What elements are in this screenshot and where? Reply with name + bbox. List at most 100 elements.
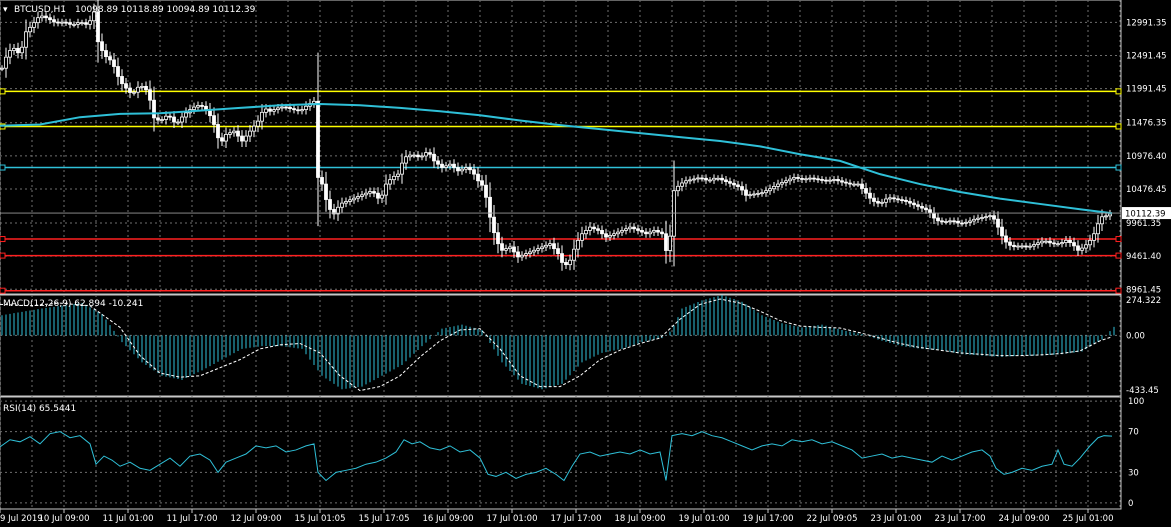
x-tick-label: 25 Jul 01:00 [1063, 514, 1114, 524]
candle-body [912, 202, 916, 206]
candle-body [832, 179, 836, 181]
candle-body [932, 212, 936, 219]
candle-body [576, 239, 580, 250]
x-tick-label: 11 Jul 01:00 [103, 514, 154, 524]
candle-body [836, 179, 840, 182]
x-tick-label: 10 Jul 09:00 [39, 514, 90, 524]
candle-body [412, 154, 416, 157]
candle-body [68, 22, 72, 25]
candle-body [864, 188, 868, 194]
candle-body [996, 218, 1000, 228]
candle-body [592, 226, 596, 230]
candle-body [760, 192, 764, 195]
candle-body [480, 180, 484, 186]
candle-body [1056, 243, 1060, 246]
candle-body [752, 193, 756, 196]
x-tick-label: 22 Jul 09:05 [807, 514, 858, 524]
candle-body [1108, 213, 1112, 217]
candle-body [488, 196, 492, 218]
candle-body [1040, 240, 1044, 244]
candle-body [468, 167, 472, 171]
candle-body [804, 178, 808, 181]
candle-body [732, 182, 736, 186]
candle-body [1072, 242, 1076, 247]
candle-body [656, 230, 660, 233]
candle-body [48, 17, 52, 21]
candle-body [1080, 247, 1084, 251]
candle-body [84, 22, 88, 25]
candle-body [416, 154, 420, 158]
candle-body [280, 106, 284, 109]
symbol-label: BTCUSD,H1 [14, 5, 66, 15]
candle-body [300, 109, 304, 112]
candle-body [976, 217, 980, 220]
candle-body [548, 243, 552, 246]
candle-body [540, 246, 544, 250]
level-right-handle-3 [1115, 236, 1122, 243]
level-left-handle-2 [0, 164, 6, 171]
price-layer [0, 0, 1122, 294]
macd-layer [0, 295, 1115, 392]
candle-body [272, 109, 276, 112]
candle-body [20, 46, 24, 54]
candle-body [884, 198, 888, 203]
candle-body [1028, 245, 1032, 248]
price-y-tick-label: 11476.35 [1126, 119, 1167, 129]
candle-body [748, 194, 752, 197]
price-y-tick-label: 11991.45 [1126, 85, 1167, 95]
candle-body [448, 163, 452, 167]
candle-body [988, 215, 992, 218]
candle-body [868, 192, 872, 199]
level-right-handle-5 [1115, 287, 1122, 294]
candle-body [1000, 226, 1004, 237]
rsi-layer [0, 431, 1113, 482]
candle-body [1076, 245, 1080, 251]
candle-body [464, 167, 468, 170]
candle-body [940, 220, 944, 223]
candle-body [28, 26, 32, 33]
candle-body [948, 220, 952, 223]
x-tick-label: 17 Jul 17:00 [551, 514, 602, 524]
price-panel-frame [0, 0, 1122, 295]
x-tick-label: 15 Jul 17:05 [359, 514, 410, 524]
candle-body [132, 91, 136, 94]
candle-body [692, 178, 696, 181]
candle-body [92, 11, 96, 22]
candle-body [588, 226, 592, 231]
candle-body [244, 135, 248, 142]
candle-body [1064, 239, 1068, 243]
candle-body [124, 83, 128, 89]
candle-body [1092, 233, 1096, 241]
level-right-handle-2 [1115, 164, 1122, 171]
candle-body [292, 108, 296, 111]
candle-body [224, 134, 228, 142]
candle-body [440, 163, 444, 168]
candle-body [524, 253, 528, 256]
candle-body [388, 179, 392, 185]
candle-body [288, 106, 292, 109]
candle-body [36, 17, 40, 24]
candle-body [200, 105, 204, 107]
candle-body [536, 248, 540, 251]
candle-body [624, 228, 628, 231]
candle-body [776, 183, 780, 187]
candle-body [352, 197, 356, 201]
candle-body [156, 117, 160, 121]
candle-body [460, 168, 464, 172]
candle-body [876, 201, 880, 204]
candle-body [484, 184, 488, 198]
level-left-handle-3 [0, 236, 6, 243]
symbol-dropdown-arrow-icon[interactable]: ▾ [3, 5, 8, 15]
candle-body [512, 246, 516, 253]
candle-body [628, 226, 632, 230]
candle-body [96, 11, 100, 43]
candle-body [712, 177, 716, 181]
x-tick-label: 23 Jul 17:00 [935, 514, 986, 524]
candle-body [228, 132, 232, 135]
candle-body [904, 199, 908, 202]
candle-body [632, 226, 636, 230]
candle-body [40, 15, 44, 19]
candle-body [472, 169, 476, 175]
candle-body [784, 180, 788, 183]
